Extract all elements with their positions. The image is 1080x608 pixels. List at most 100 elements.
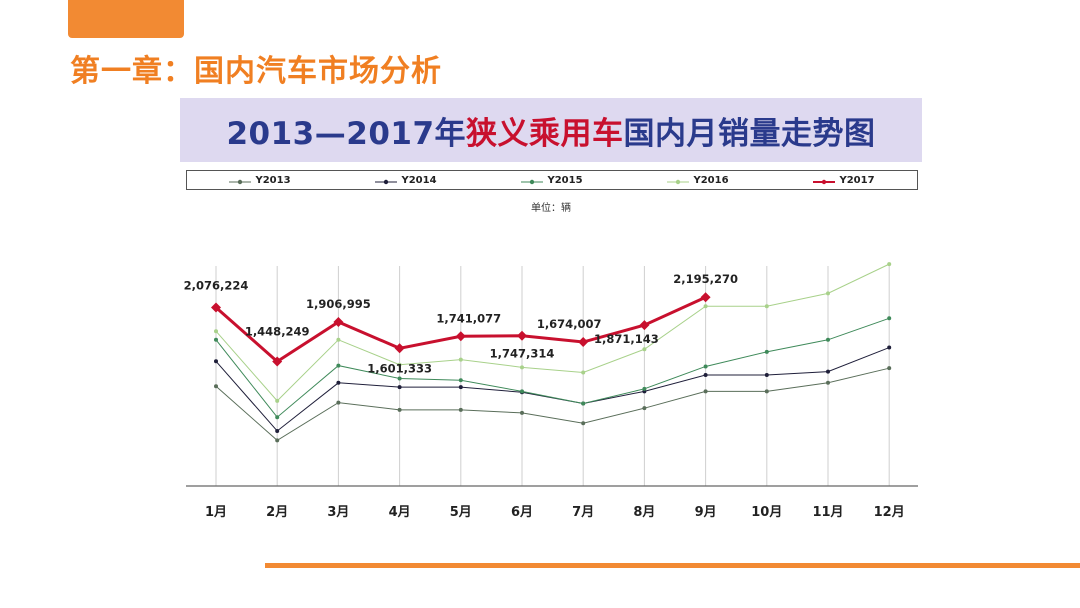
data-point-y2013 — [826, 380, 830, 385]
x-tick-label: 1月 — [205, 505, 227, 520]
x-tick-label: 10月 — [751, 505, 782, 520]
legend-item-y2016: Y2016 — [625, 175, 771, 186]
data-point-y2016 — [397, 362, 402, 367]
x-tick-label: 4月 — [389, 505, 411, 520]
legend-item-y2015: Y2015 — [479, 175, 625, 186]
data-point-y2013 — [397, 407, 402, 412]
chart-title-part1: 2013—2017年 — [226, 115, 467, 152]
data-point-y2016 — [520, 365, 524, 370]
chart-title: 2013—2017年狭义乘用车国内月销量走势图 — [226, 108, 875, 153]
data-point-y2017 — [639, 320, 650, 331]
legend-swatch-y2013 — [229, 177, 252, 185]
data-point-y2017 — [700, 292, 711, 303]
data-label: 2,076,224 — [184, 278, 249, 292]
data-point-y2016 — [703, 304, 708, 309]
legend-label: Y2015 — [547, 174, 583, 186]
data-label: 1,747,314 — [490, 347, 555, 361]
data-point-y2016 — [887, 262, 892, 267]
header-accent-bar — [68, 0, 184, 38]
data-point-y2016 — [642, 347, 647, 352]
data-point-y2015 — [458, 378, 463, 383]
chart-title-part3: 国内月销量走势图 — [623, 115, 876, 152]
legend-label: Y2016 — [693, 174, 729, 186]
x-tick-label: 12月 — [874, 505, 905, 520]
data-label: 1,674,007 — [537, 317, 602, 331]
data-point-y2015 — [703, 364, 708, 369]
page-title: 第一章：国内汽车市场分析 — [70, 54, 442, 89]
data-point-y2016 — [275, 398, 280, 403]
chart-unit-label: 单位：辆 — [531, 203, 571, 214]
data-point-y2014 — [275, 428, 280, 433]
data-point-y2015 — [336, 363, 341, 368]
data-point-y2014 — [458, 385, 463, 390]
data-point-y2015 — [764, 349, 769, 354]
legend-item-y2014: Y2014 — [333, 175, 479, 186]
data-point-y2016 — [581, 370, 586, 375]
data-label: 1,448,249 — [245, 324, 310, 338]
legend-swatch-y2017 — [813, 177, 836, 185]
chart-plot-area: 1月 2月 3月 4月 5月 6月 7月 8月 9月 10月 11月 12月 2,076,224 1,44… — [184, 262, 918, 520]
data-point-y2013 — [887, 366, 892, 371]
data-point-y2015 — [520, 389, 524, 394]
data-label: 1,871,143 — [594, 332, 659, 346]
legend-label: Y2017 — [839, 174, 875, 186]
chart-legend: Y2013 Y2014 Y2015 Y2016 Y2017 — [186, 170, 918, 190]
data-point-y2017 — [211, 302, 221, 313]
sales-chart: 2013—2017年狭义乘用车国内月销量走势图 Y2013 Y2014 Y2015 Y… — [180, 98, 922, 528]
x-tick-label: 8月 — [633, 505, 655, 520]
legend-swatch-y2016 — [667, 177, 690, 185]
x-tick-label: 9月 — [695, 505, 717, 520]
data-point-y2013 — [764, 389, 769, 394]
chart-title-part2: 狭义乘用车 — [466, 115, 624, 152]
data-point-y2013 — [214, 384, 218, 389]
data-point-y2013 — [642, 406, 647, 411]
data-point-y2014 — [214, 359, 218, 364]
data-point-y2015 — [826, 337, 830, 342]
x-tick-label: 11月 — [812, 505, 843, 520]
data-point-y2017 — [578, 337, 589, 348]
data-point-y2015 — [275, 415, 280, 420]
data-point-y2015 — [397, 376, 402, 381]
series-line-y2016 — [215, 263, 890, 402]
chart-title-banner: 2013—2017年狭义乘用车国内月销量走势图 — [180, 98, 922, 162]
data-label: 1,741,077 — [436, 311, 501, 325]
data-point-y2013 — [581, 421, 586, 426]
legend-label: Y2013 — [255, 174, 291, 186]
data-label: 1,906,995 — [306, 297, 371, 311]
data-point-y2015 — [214, 337, 218, 342]
data-point-y2014 — [887, 345, 892, 350]
legend-label: Y2014 — [401, 174, 437, 186]
data-point-y2013 — [336, 400, 341, 405]
data-point-y2015 — [887, 316, 892, 321]
data-point-y2017 — [394, 343, 405, 354]
data-point-y2015 — [581, 401, 586, 406]
legend-swatch-y2014 — [375, 177, 398, 185]
data-point-y2016 — [336, 337, 341, 342]
x-tick-label: 3月 — [327, 505, 349, 520]
data-point-y2014 — [336, 380, 341, 385]
footer-accent-bar — [265, 563, 1080, 568]
data-point-y2017 — [333, 316, 344, 327]
data-point-y2017 — [517, 330, 527, 341]
series-line-y2015 — [215, 317, 890, 418]
x-tick-label: 5月 — [450, 505, 472, 520]
data-point-y2014 — [826, 369, 830, 374]
data-point-y2016 — [826, 291, 830, 296]
legend-item-y2013: Y2013 — [187, 175, 333, 186]
legend-swatch-y2015 — [521, 177, 544, 185]
data-point-y2017 — [455, 331, 466, 342]
series-line-y2013 — [215, 367, 890, 442]
data-point-y2014 — [397, 385, 402, 390]
data-point-y2014 — [703, 373, 708, 378]
x-tick-label: 6月 — [511, 505, 533, 520]
data-label: 2,195,270 — [673, 272, 738, 286]
x-tick-label: 7月 — [572, 505, 594, 520]
data-label: 1,601,333 — [367, 361, 432, 375]
data-point-y2013 — [703, 389, 708, 394]
data-point-y2017 — [272, 356, 283, 367]
data-point-y2016 — [458, 357, 463, 362]
data-point-y2016 — [764, 304, 769, 309]
data-point-y2015 — [642, 386, 647, 391]
data-point-y2013 — [275, 438, 280, 443]
x-tick-label: 2月 — [266, 505, 288, 520]
